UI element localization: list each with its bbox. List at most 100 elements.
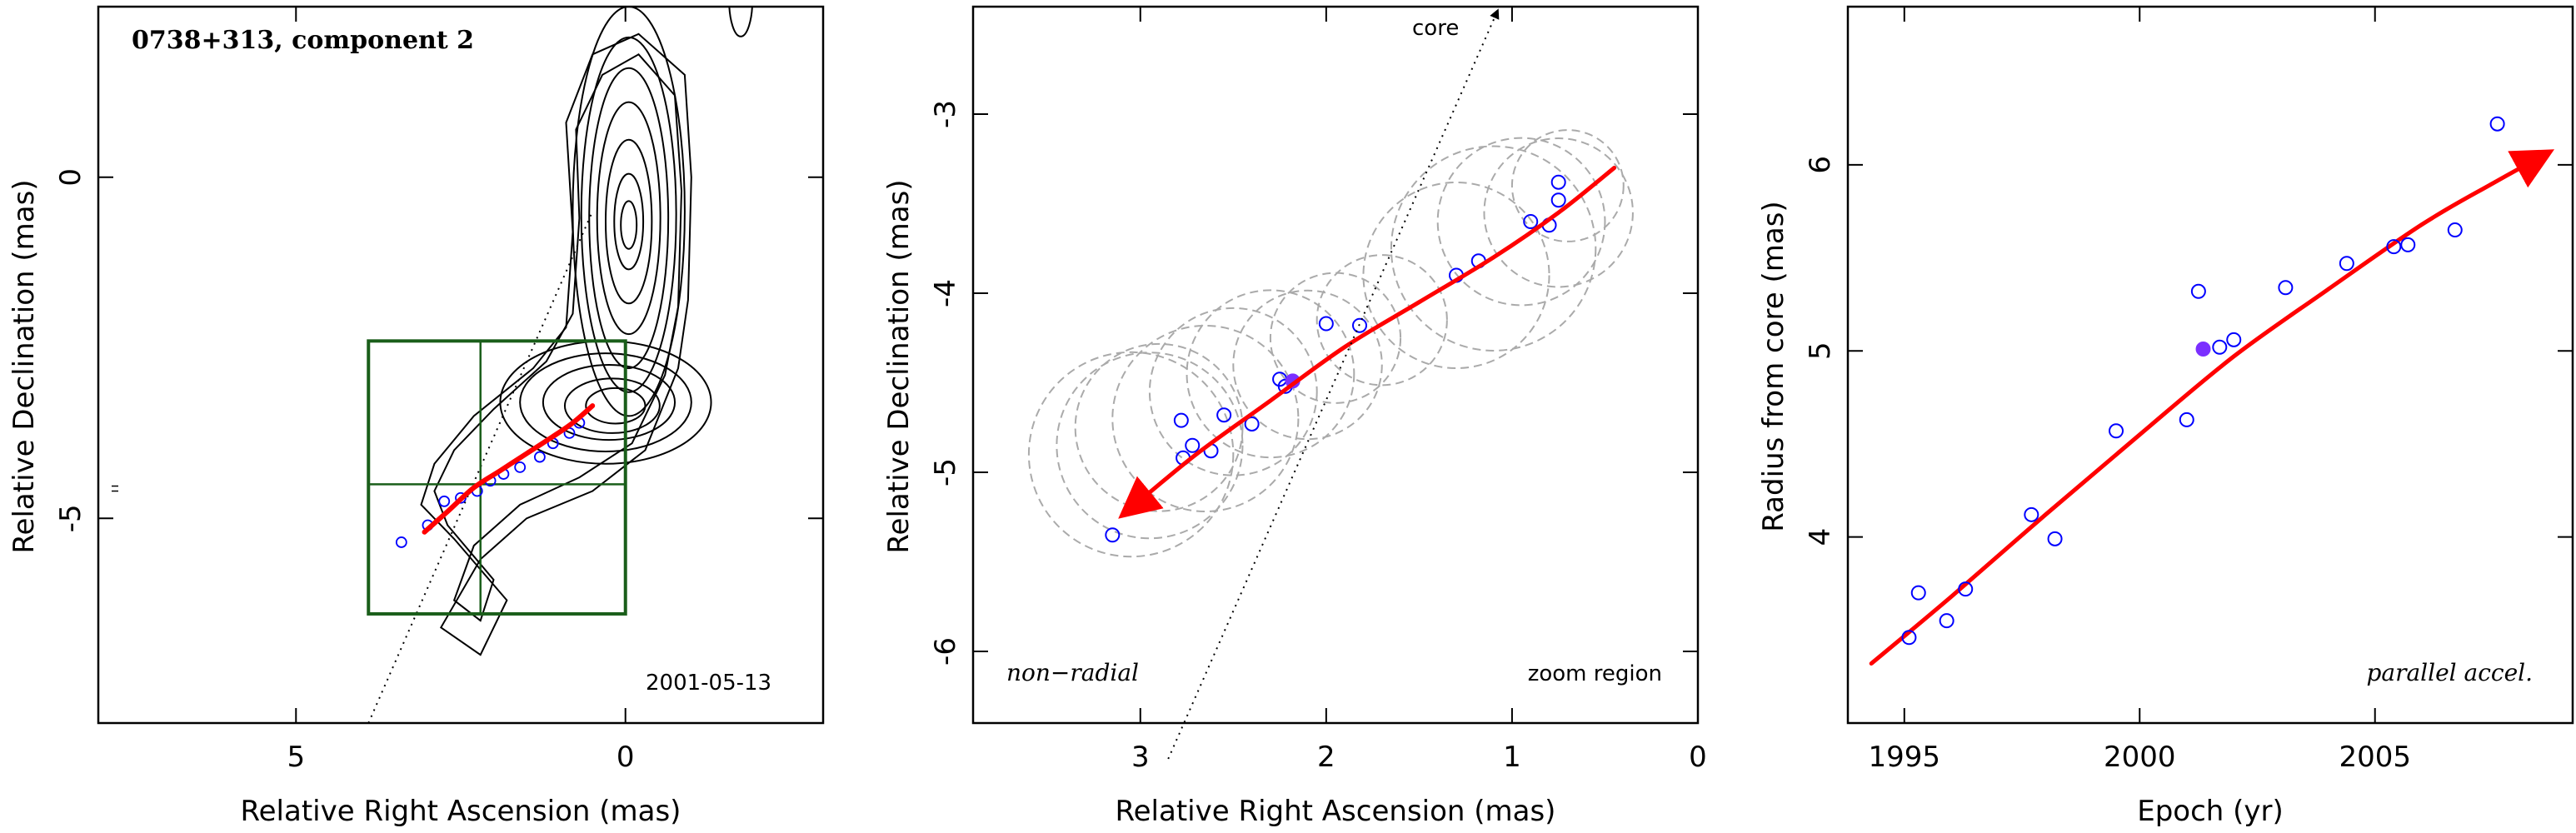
p3-y-tick-label: 5 [1804, 342, 1837, 360]
p3-data-point [2190, 283, 2206, 299]
p2-y-tick-label: -4 [929, 279, 962, 307]
p2-error-circle [1315, 254, 1448, 387]
p3-data-point [2339, 256, 2354, 272]
p2-y-tick-label: -3 [929, 100, 962, 128]
p1-data-point [438, 495, 451, 507]
p3-ticks: 1995 2000 2005 4 5 6 [1804, 7, 2573, 774]
p3-data-point [1910, 585, 1926, 601]
p3-data-point [2047, 531, 2063, 546]
p3-data-point [2489, 116, 2505, 132]
p1-ticks: 5 0 -5 0 [54, 7, 823, 774]
p3-x-tick-label: 2000 [2104, 741, 2176, 774]
p3-data-point [2386, 239, 2402, 255]
p3-data-point [2179, 412, 2194, 427]
p2-error-circle [1111, 324, 1300, 513]
p3-data-point [2447, 222, 2463, 238]
p2-x-tick-label: 0 [1689, 741, 1707, 774]
p2-data-point [1244, 416, 1260, 431]
p3-y-tick-label: 6 [1804, 156, 1837, 174]
p3-data-point [2226, 332, 2242, 347]
p1-y-axis-label: Relative Declination (mas) [7, 179, 41, 553]
p2-error-circle [1056, 352, 1244, 540]
p2-error-circle [1436, 137, 1606, 307]
p2-error-circle [1269, 272, 1402, 404]
panel-contour-map: 0738+313, component 2 2001-05-13 5 0 -5 0 R… [7, 5, 825, 828]
p1-contour [605, 138, 653, 305]
p2-right-note: zoom region [1528, 661, 1662, 686]
p1-zoom-box [367, 339, 627, 616]
p2-error-circle [1232, 289, 1383, 441]
p2-data-point [1318, 316, 1334, 332]
p3-data-point [2024, 506, 2039, 522]
p1-data-point [534, 451, 546, 463]
p2-error-circle [1390, 145, 1597, 352]
p2-x-tick-label: 3 [1131, 741, 1150, 774]
p2-ticks: 3 2 1 0 -6 -5 -4 -3 [929, 7, 1707, 774]
p3-data-point [2109, 423, 2124, 439]
p3-data-point [1901, 630, 1917, 646]
p2-error-circle [1362, 181, 1550, 370]
p3-y-tick-label: 4 [1804, 528, 1837, 546]
p2-data-point [1550, 174, 1566, 190]
p3-x-axis-label: Epoch (yr) [2137, 795, 2284, 828]
p2-core-label: core [1412, 16, 1459, 41]
p2-x-axis-label: Relative Right Ascension (mas) [1116, 795, 1556, 828]
p1-contour [563, 377, 661, 434]
panel-radius-epoch: parallel accel. 1995 2000 2005 4 5 6 Epoch (y… [1757, 5, 2574, 828]
p2-data-point [1185, 437, 1201, 453]
p2-data-point [1173, 412, 1189, 428]
p3-frame [1846, 5, 2574, 725]
p2-left-note: non−radial [1006, 659, 1139, 686]
p2-error-circle [1483, 137, 1634, 288]
p2-x-tick-label: 1 [1503, 741, 1521, 774]
p1-contour [580, 36, 677, 393]
p2-error-circle [1074, 342, 1244, 512]
p1-contour-fragment [728, 7, 753, 37]
p3-data-point [2278, 280, 2294, 296]
p3-x-tick-label: 2005 [2339, 741, 2411, 774]
p3-data-point [2212, 339, 2228, 355]
p2-data-point [1105, 527, 1121, 543]
p1-contour-envelope [433, 53, 683, 622]
p1-data-point [514, 461, 527, 473]
p3-note: parallel accel. [2366, 659, 2533, 686]
p3-x-tick-label: 1995 [1869, 741, 1941, 774]
p1-x-tick-label: 0 [617, 741, 635, 774]
p1-fit-curve [422, 403, 596, 535]
p2-y-tick-label: -5 [929, 458, 962, 486]
p2-error-circle [1510, 129, 1625, 242]
p2-data-point [1550, 192, 1566, 208]
p1-contour [572, 7, 686, 417]
panel-zoom-region: core non−radial zoom region 3 2 1 0 -6 -5 -4 -3… [882, 5, 1707, 828]
p2-x-tick-label: 2 [1317, 741, 1335, 774]
p1-epoch-label: 2001-05-13 [646, 671, 771, 696]
p1-plot-area [112, 7, 753, 723]
p1-contour [542, 364, 676, 441]
p1-contour [596, 101, 661, 336]
p3-highlight-point [2195, 342, 2211, 357]
p3-data-point [1939, 613, 1954, 629]
p1-contour [620, 200, 638, 250]
p2-error-circle [1186, 289, 1355, 459]
p3-data-point [1958, 581, 1974, 597]
p3-y-axis-label: Radius from core (mas) [1757, 201, 1790, 531]
p1-contour [499, 340, 712, 465]
p2-data-point [1523, 214, 1539, 229]
p2-fit-curve [1118, 166, 1617, 519]
p2-error-circle [1027, 351, 1235, 558]
p2-data-point [1352, 317, 1367, 333]
p2-plot-area [1027, 8, 1634, 760]
p1-y-tick-label: -5 [54, 504, 87, 532]
p2-y-tick-label: -6 [929, 637, 962, 666]
p1-contour [613, 172, 645, 271]
p1-contour [519, 352, 692, 453]
p3-data-point [2400, 237, 2416, 252]
p2-core-direction-line [1167, 8, 1500, 760]
p2-y-axis-label: Relative Declination (mas) [882, 179, 916, 553]
p1-data-point [395, 536, 407, 548]
p3-plot-area [1869, 116, 2555, 666]
p1-title: 0738+313, component 2 [132, 26, 474, 55]
p3-fit-curve [1869, 149, 2555, 666]
p2-error-circle [1148, 307, 1318, 476]
